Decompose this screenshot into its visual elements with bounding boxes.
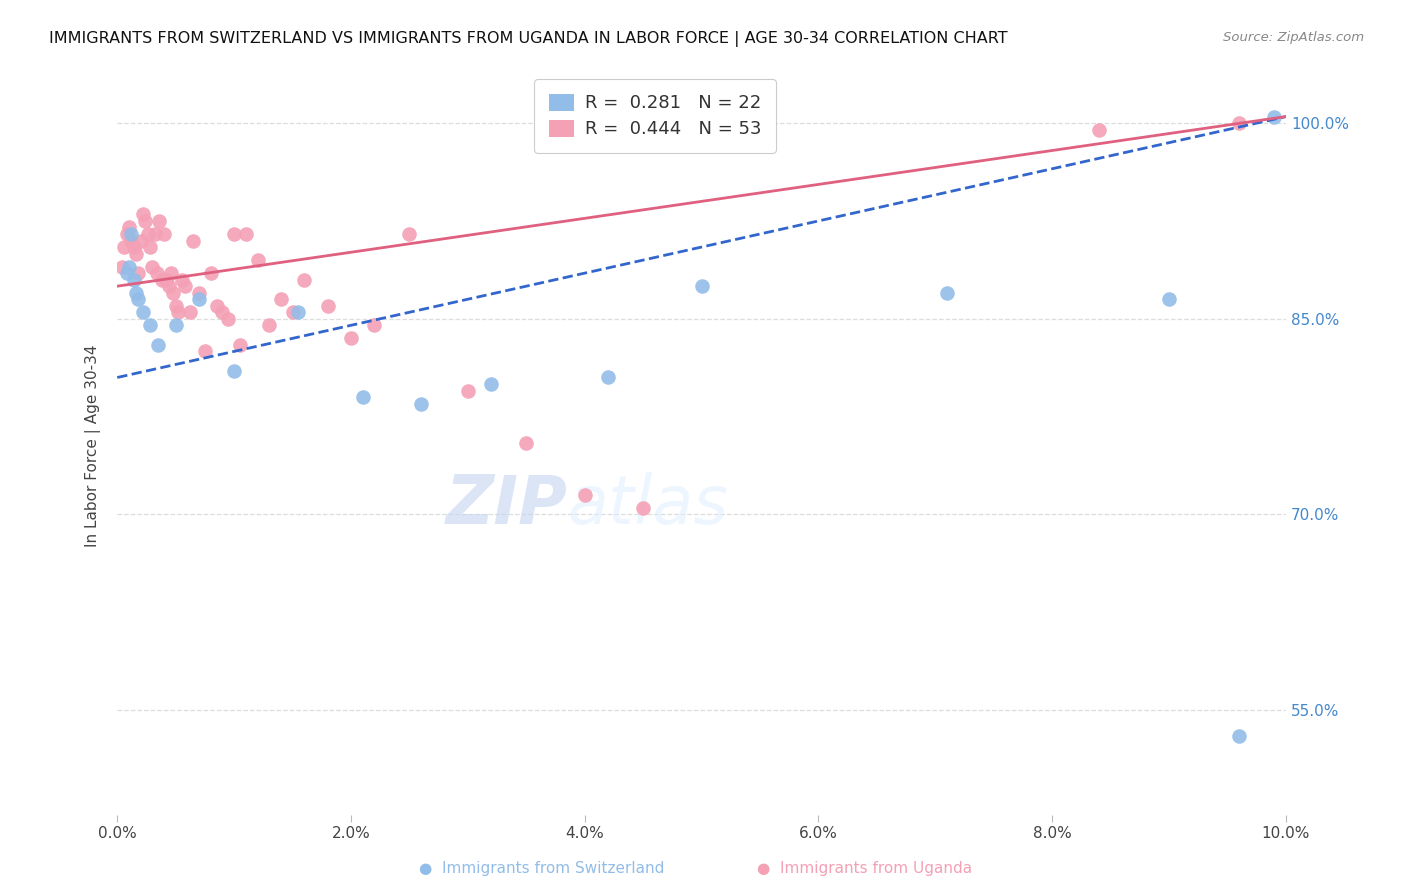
Point [179,305,201,319]
Point [143,227,166,241]
Point [211,305,233,319]
Point [316,299,339,313]
Point [398,227,420,241]
Point [181,234,204,248]
Point [170,273,193,287]
Point [515,435,537,450]
Point [246,253,269,268]
Legend: R =  0.281   N = 22, R =  0.444   N = 53: R = 0.281 N = 22, R = 0.444 N = 53 [534,79,776,153]
Point [936,285,959,300]
Point [127,266,149,280]
Point [574,488,596,502]
Point [1088,122,1111,136]
Point [1159,292,1181,306]
Point [139,240,162,254]
Point [287,305,309,319]
Point [165,299,187,313]
Text: ●  Immigrants from Switzerland: ● Immigrants from Switzerland [419,861,664,876]
Point [363,318,385,333]
Point [224,227,246,241]
Point [411,396,433,410]
Point [115,227,138,241]
Point [148,214,170,228]
Point [141,260,163,274]
Point [153,227,176,241]
Text: atlas: atlas [567,472,728,538]
Point [598,370,620,384]
Point [134,214,156,228]
Point [118,260,141,274]
Point [127,292,149,306]
Point [129,234,152,248]
Point [217,311,239,326]
Point [194,344,217,359]
Point [188,285,211,300]
Point [165,318,187,333]
Point [200,266,222,280]
Point [690,279,713,293]
Point [125,246,148,260]
Point [340,331,363,345]
Point [122,273,145,287]
Point [132,207,155,221]
Point [136,227,159,241]
Point [157,279,180,293]
Point [112,240,135,254]
Point [224,364,246,378]
Point [352,390,374,404]
Point [1263,110,1285,124]
Point [1227,729,1250,743]
Point [167,305,190,319]
Point [150,273,173,287]
Point [188,292,211,306]
Point [155,273,177,287]
Point [235,227,257,241]
Point [132,305,155,319]
Point [118,220,141,235]
Text: ZIP: ZIP [446,472,567,538]
Point [479,377,502,392]
Point [146,266,169,280]
Point [111,260,134,274]
Point [162,285,184,300]
Point [120,227,142,241]
Point [292,273,315,287]
Text: ●  Immigrants from Uganda: ● Immigrants from Uganda [756,861,973,876]
Point [457,384,479,398]
Point [160,266,183,280]
Point [148,338,170,352]
Point [139,318,162,333]
Point [257,318,280,333]
Point [125,285,148,300]
Text: IMMIGRANTS FROM SWITZERLAND VS IMMIGRANTS FROM UGANDA IN LABOR FORCE | AGE 30-34: IMMIGRANTS FROM SWITZERLAND VS IMMIGRANT… [49,31,1008,47]
Point [115,266,138,280]
Point [122,240,145,254]
Y-axis label: In Labor Force | Age 30-34: In Labor Force | Age 30-34 [86,344,101,547]
Point [270,292,292,306]
Point [631,500,654,515]
Point [205,299,228,313]
Point [1227,116,1250,130]
Point [281,305,304,319]
Text: Source: ZipAtlas.com: Source: ZipAtlas.com [1223,31,1364,45]
Point [120,234,142,248]
Point [174,279,197,293]
Point [229,338,252,352]
